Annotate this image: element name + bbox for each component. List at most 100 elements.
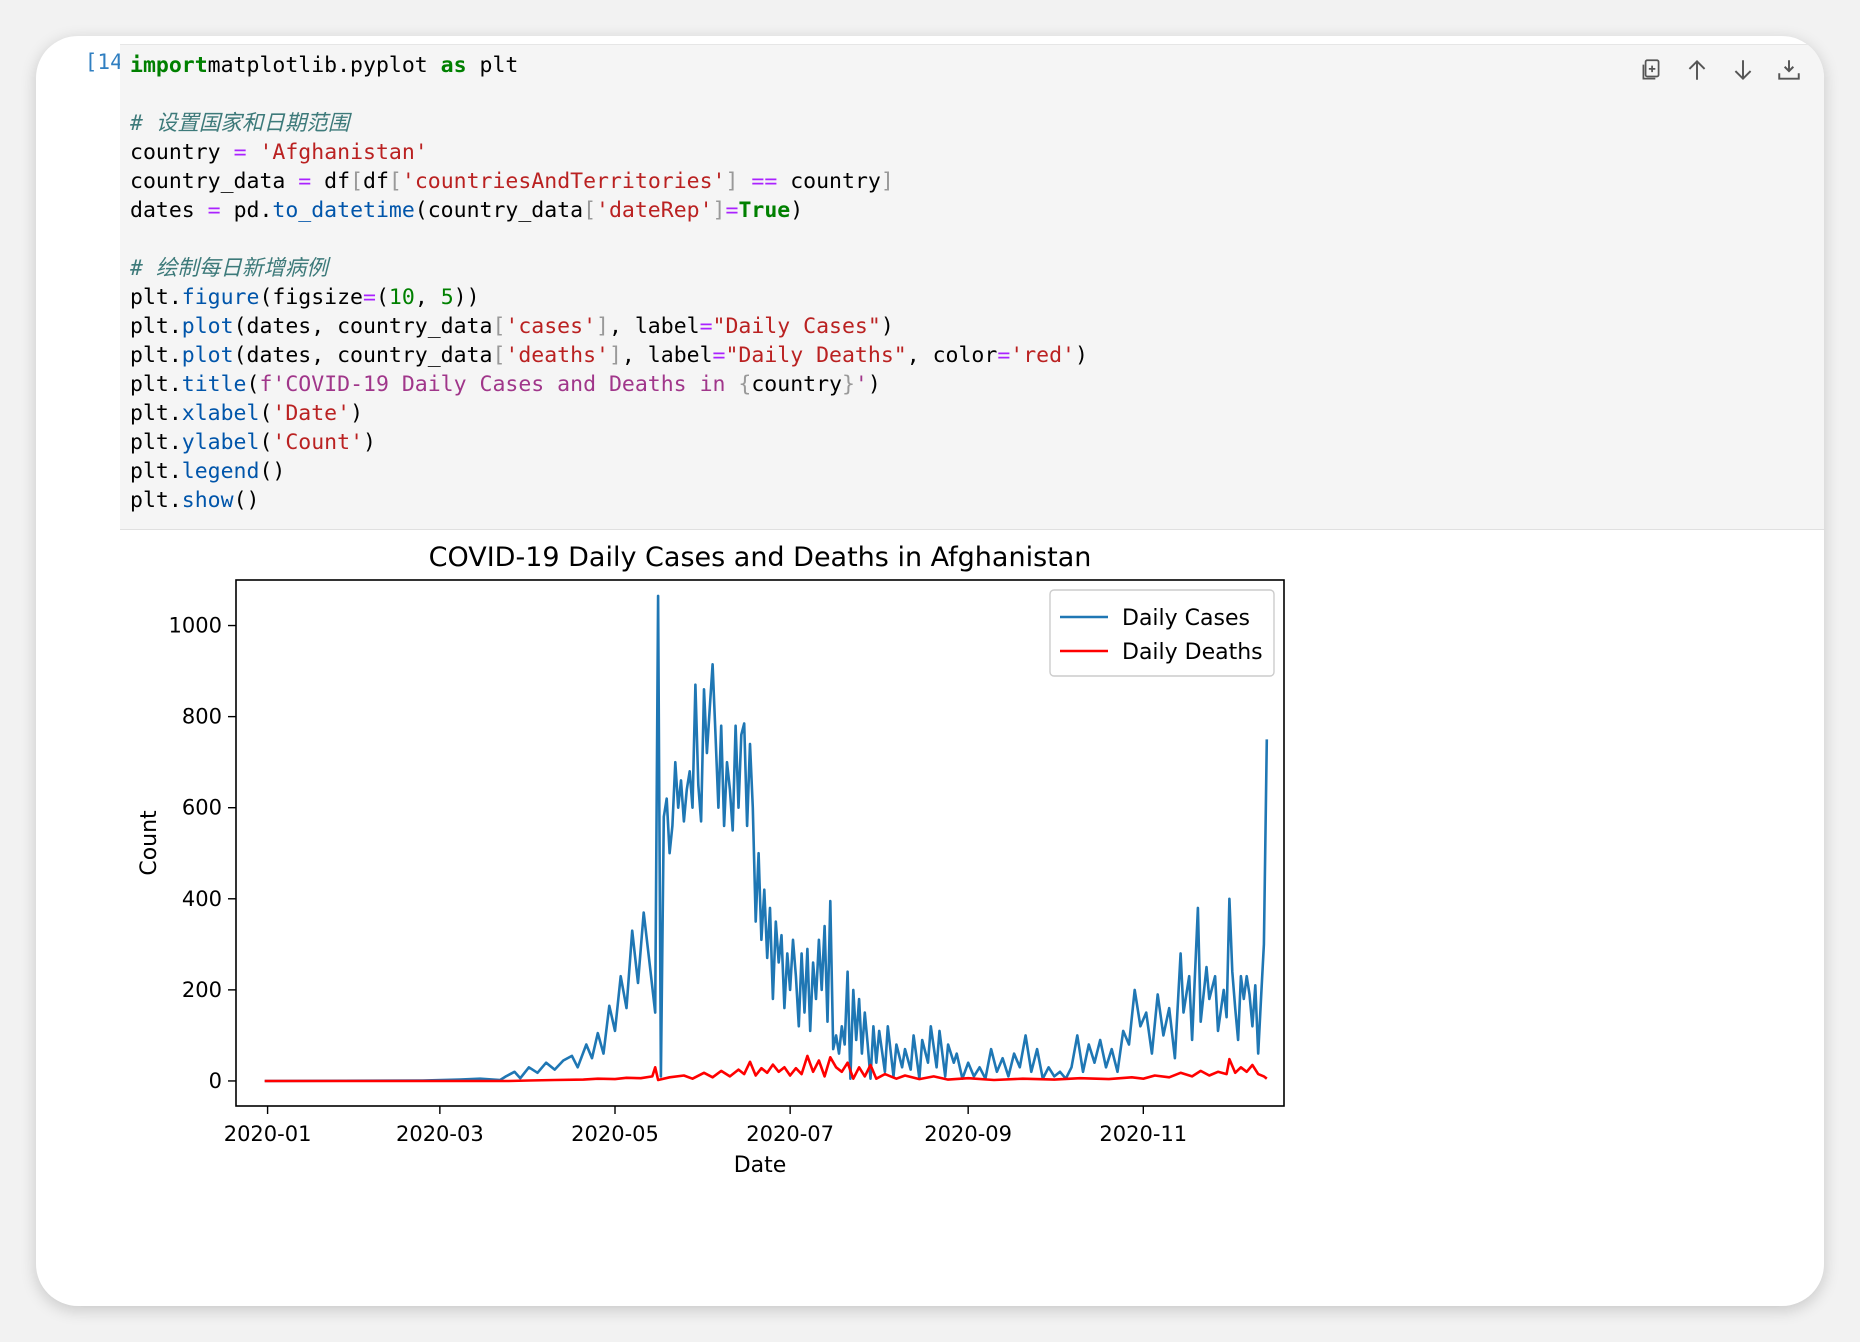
cell-output: COVID-19 Daily Cases and Deaths in Afgha… (120, 528, 1824, 1306)
code-token: [ (583, 198, 597, 223)
code-token: ] (596, 314, 609, 339)
move-down-icon (1734, 60, 1752, 81)
code-line: # 设置国家和日期范围 (130, 109, 1088, 138)
x-tick-label: 2020-07 (746, 1122, 834, 1146)
code-token: ) (363, 430, 376, 455)
code-line: importmatplotlib.pyplot as plt (130, 51, 1088, 80)
y-tick-label: 1000 (169, 614, 222, 638)
code-line: plt.show() (130, 486, 1088, 515)
code-token: = (233, 140, 247, 165)
code-token: 'Afghanistan' (259, 140, 428, 165)
code-token: ( (375, 285, 389, 310)
code-token: xlabel (181, 401, 260, 426)
code-token: ] (725, 169, 739, 194)
code-token: df (311, 169, 351, 194)
code-token: plt (466, 53, 519, 78)
code-token: == (751, 169, 778, 194)
code-token: ( (259, 401, 273, 426)
code-token: plt. (130, 285, 182, 310)
code-token: as (440, 53, 467, 78)
code-token: 10 (388, 285, 415, 310)
code-token: plt. (130, 459, 182, 484)
code-token: = (207, 198, 221, 223)
x-tick-label: 2020-09 (924, 1122, 1012, 1146)
code-token: matplotlib.pyplot (207, 53, 441, 78)
code-token: ( (259, 430, 273, 455)
code-line: # 绘制每日新增病例 (130, 254, 1088, 283)
x-tick-label: 2020-11 (1099, 1122, 1187, 1146)
code-token: ) (867, 372, 881, 397)
code-token: )) (453, 285, 480, 310)
move-down-button[interactable] (1728, 55, 1758, 85)
y-tick-label: 600 (182, 796, 222, 820)
code-line: plt.legend() (130, 457, 1088, 486)
code-token: ( (246, 372, 260, 397)
code-token: = (712, 343, 726, 368)
code-line: plt.title(f'COVID-19 Daily Cases and Dea… (130, 370, 1088, 399)
code-token: df (363, 169, 389, 194)
code-token: country (751, 372, 842, 397)
code-token: pd. (220, 198, 273, 223)
code-token: = (997, 343, 1011, 368)
code-token: show (181, 488, 234, 513)
code-token: [ (388, 169, 402, 194)
code-token: ] (608, 343, 622, 368)
code-token: legend (181, 459, 260, 484)
code-token: ' (854, 372, 868, 397)
x-axis-label: Date (734, 1153, 787, 1178)
code-line (130, 225, 1088, 254)
code-token: ] (880, 169, 894, 194)
code-token: (dates, country_data (233, 314, 493, 339)
y-tick-label: 200 (182, 978, 222, 1002)
move-up-button[interactable] (1682, 55, 1712, 85)
code-line: country = 'Afghanistan' (130, 138, 1088, 167)
code-token: () (259, 459, 286, 484)
code-token: , (414, 285, 441, 310)
code-token: } (841, 372, 855, 397)
duplicate-button[interactable] (1636, 55, 1666, 85)
code-token: figure (181, 285, 260, 310)
code-token: to_datetime (272, 198, 415, 223)
code-line: plt.ylabel('Count') (130, 428, 1088, 457)
code-token: plt. (130, 314, 182, 339)
insert-below-button[interactable] (1774, 55, 1804, 85)
x-tick-label: 2020-03 (396, 1122, 484, 1146)
code-token: # 设置国家和日期范围 (130, 111, 350, 136)
code-token: True (738, 198, 791, 223)
code-token: ylabel (181, 430, 260, 455)
series-line-cases (264, 594, 1269, 1083)
code-token: title (181, 372, 247, 397)
code-token: import (130, 53, 208, 78)
code-token: plot (181, 343, 234, 368)
code-token: = (699, 314, 713, 339)
code-cell[interactable]: importmatplotlib.pyplot as plt # 设置国家和日期… (120, 44, 1824, 530)
code-token: , label (621, 343, 713, 368)
move-up-icon (1688, 59, 1706, 80)
y-tick-label: 400 (182, 887, 222, 911)
code-line: plt.plot(dates, country_data['cases'], l… (130, 312, 1088, 341)
code-token: plt. (130, 401, 182, 426)
code-token: 5 (440, 285, 454, 310)
code-token (738, 169, 751, 194)
code-token: (dates, country_data (233, 343, 493, 368)
code-token: # 绘制每日新增病例 (130, 256, 328, 281)
code-line: country_data = df[df['countriesAndTerrit… (130, 167, 1088, 196)
cell-toolbar (1636, 55, 1804, 85)
code-token: country_data (130, 169, 299, 194)
code-token: 'Date' (272, 401, 351, 426)
code-token: country (777, 169, 881, 194)
code-token: ] (712, 198, 726, 223)
code-line: dates = pd.to_datetime(country_data['dat… (130, 196, 1088, 225)
code-token: , label (608, 314, 700, 339)
code-token: 'cases' (505, 314, 597, 339)
code-line: plt.figure(figsize=(10, 5)) (130, 283, 1088, 312)
code-editor[interactable]: importmatplotlib.pyplot as plt # 设置国家和日期… (130, 51, 1088, 515)
code-token: [ (492, 343, 506, 368)
code-token: ) (790, 198, 804, 223)
code-token: (country_data (414, 198, 584, 223)
code-token: "Daily Deaths" (725, 343, 907, 368)
code-token: country (130, 140, 234, 165)
chart-title: COVID-19 Daily Cases and Deaths in Afgha… (429, 542, 1092, 573)
y-tick-label: 0 (209, 1069, 222, 1093)
code-line (130, 80, 1088, 109)
